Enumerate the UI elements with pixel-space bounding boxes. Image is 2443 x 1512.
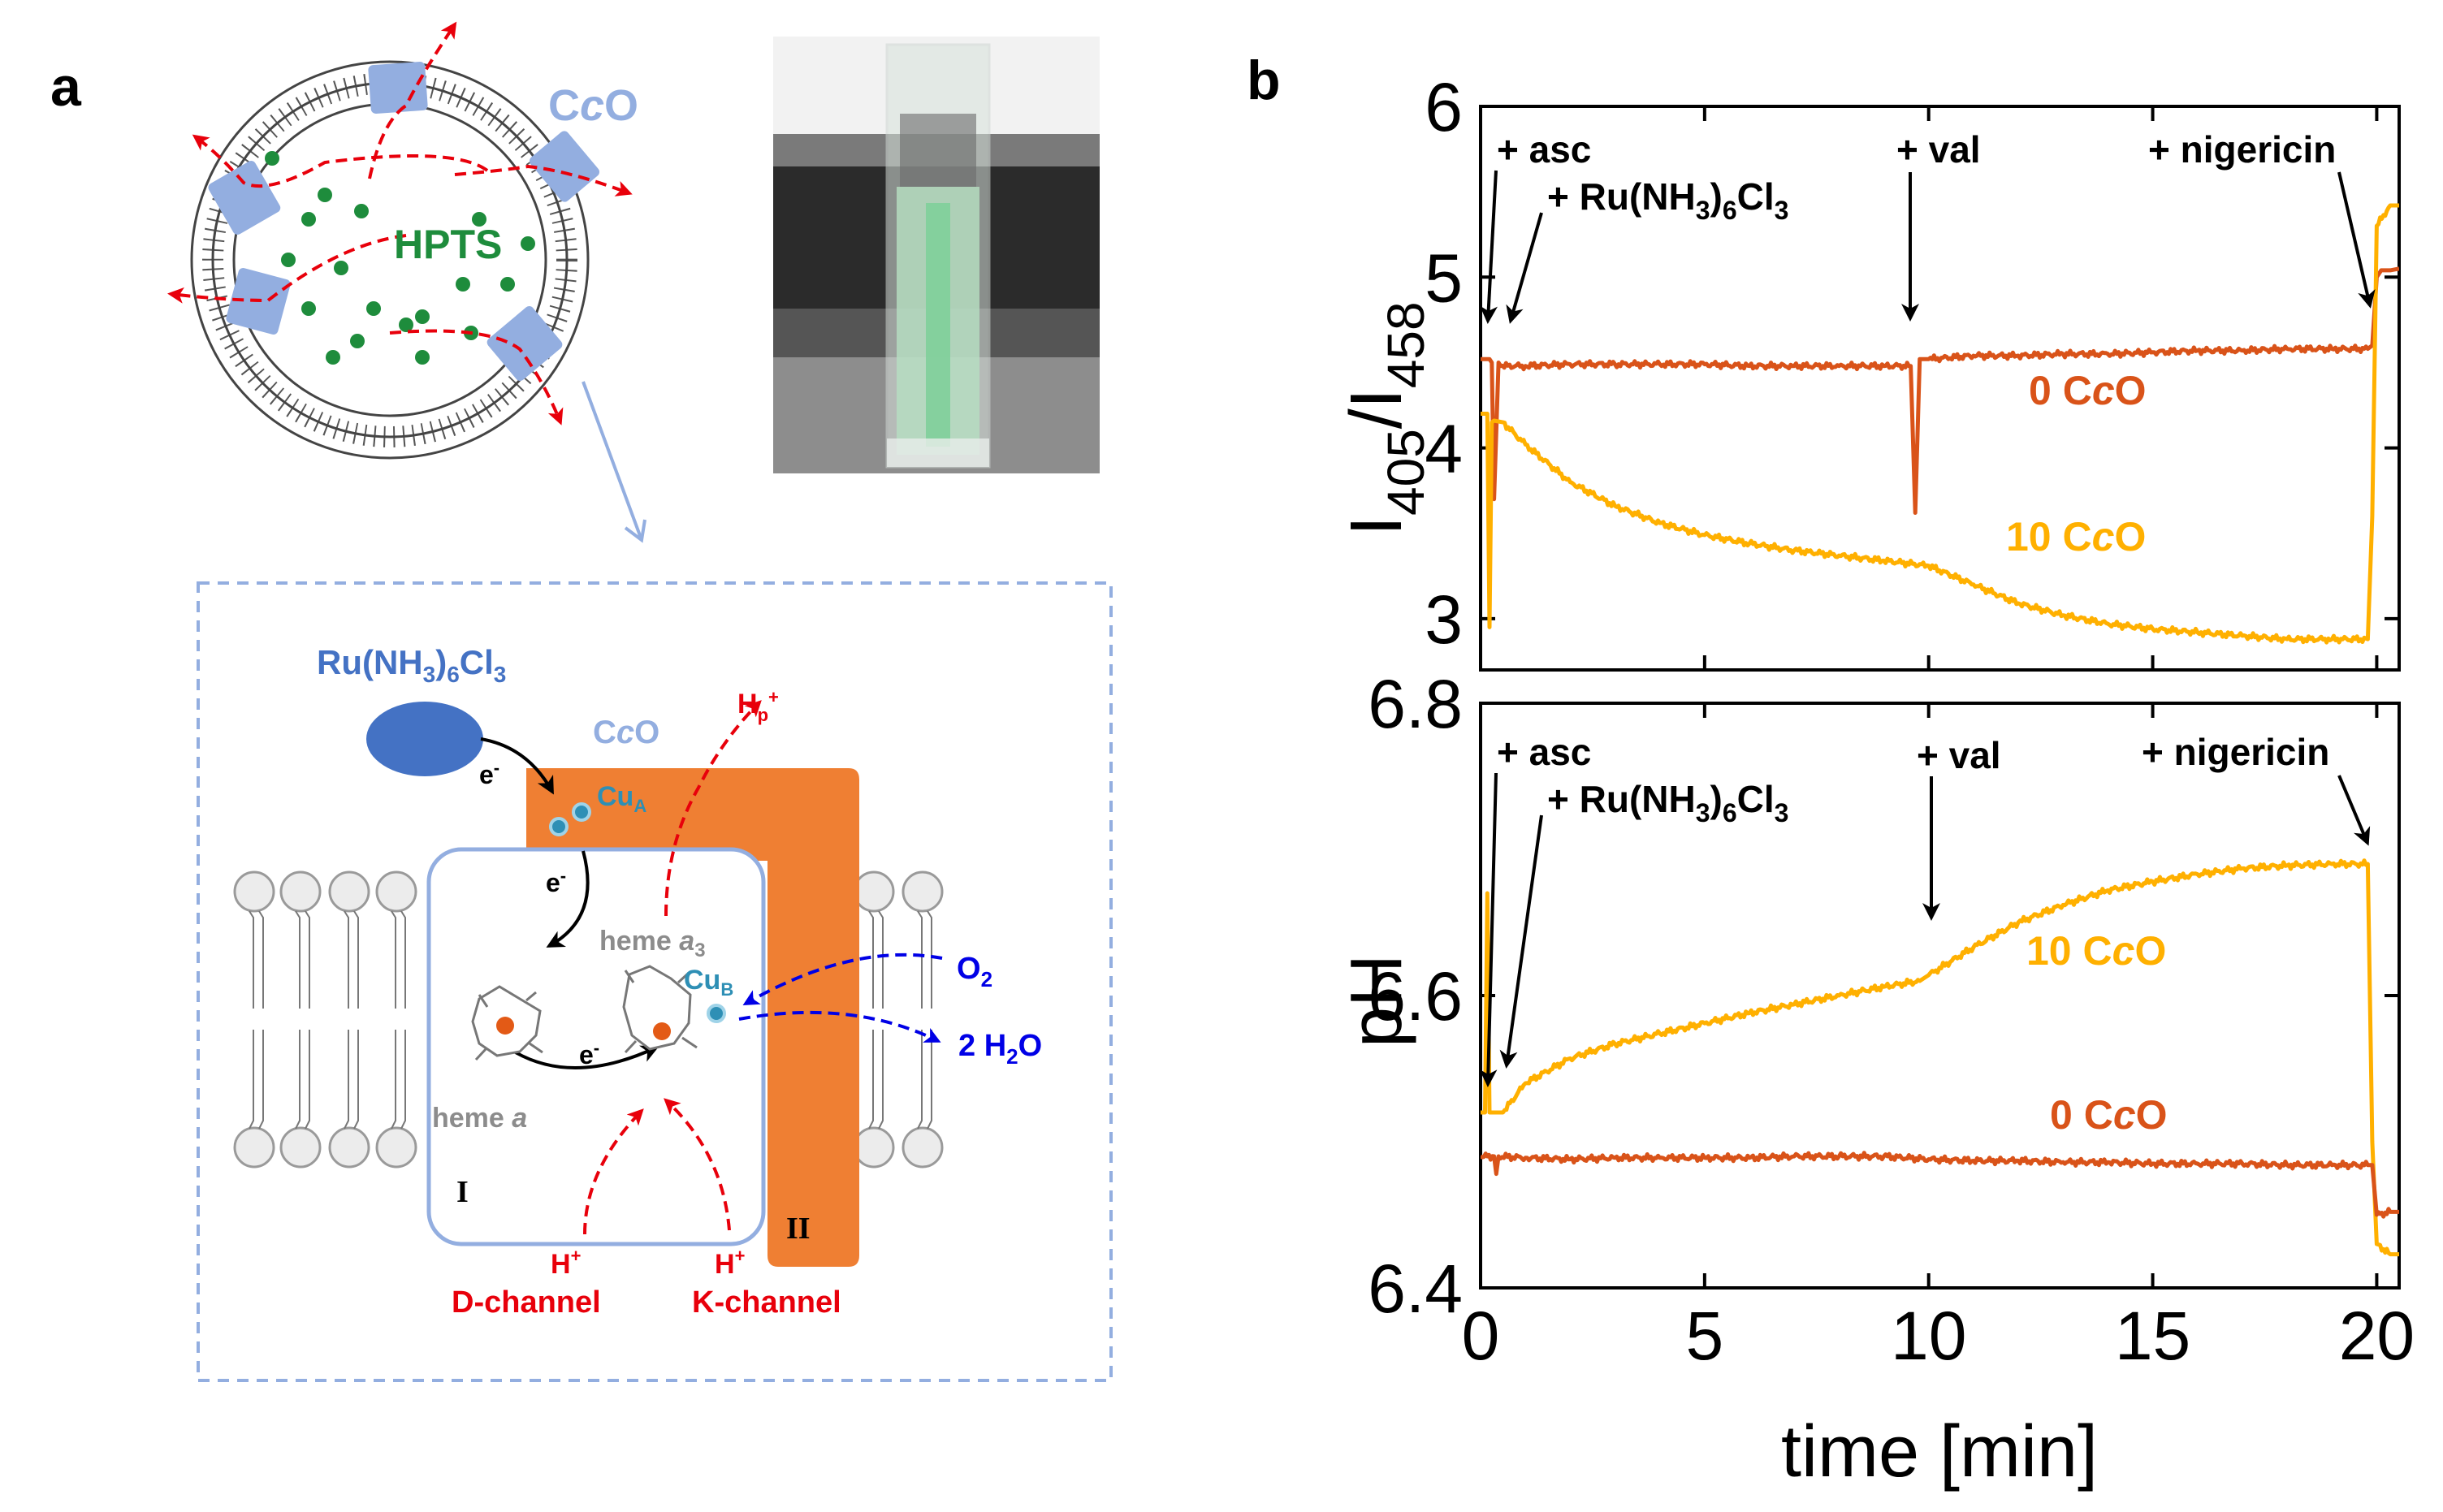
xtick-label: 5 [1685,1298,1723,1374]
xtick-label: 20 [2339,1298,2415,1374]
top-asc-label: + asc [1497,128,1591,171]
hpts-dot [521,236,535,251]
hpts-dot [354,204,369,218]
d-channel-proton: H+ [551,1246,581,1280]
hpts-dot [281,253,296,267]
pumped-proton-label: Hp+ [737,687,779,725]
subunit-II-label: II [786,1212,811,1246]
top-val-label: + val [1896,128,1981,171]
top-label-10cco: 10 CcO [2006,514,2146,559]
series-line [1481,1151,2399,1219]
ytick-label: 6.6 [1368,958,1463,1035]
hpts-dot [326,350,340,365]
ytick-label: 6 [1425,69,1463,145]
heme-a3-icon [622,965,698,1054]
subunit-II [526,768,859,1267]
ytick-label: 3 [1425,581,1463,658]
hpts-dot [456,277,470,292]
series-line [1481,203,2399,645]
hpts-dot [399,318,413,332]
bottom-nigericin-label: + nigericin [2142,731,2329,773]
heme-a3-label: heme a3 [599,926,706,961]
panel-b-label: b [1247,50,1281,111]
hpts-dot [265,151,279,166]
bottom-plot: 6.4 6.6 6.8 0 5 10 15 20 pH time [min] 10 CcO 0… [1336,666,2415,1493]
lipid-bilayer [233,870,944,1169]
top-ylabel: I405/I458 [1336,301,1435,536]
ytick-label: 5 [1425,240,1463,316]
bottom-label-0cco: 0 CcO [2050,1092,2168,1138]
series-line [1481,266,2399,515]
hpts-dot [472,212,486,227]
subunit-I-label: I [456,1175,469,1209]
cua-label: CuA [597,781,646,816]
top-label-0cco: 0 CcO [2029,368,2147,413]
hpts-dot [415,309,430,324]
vesicle-cco-label: CcO [548,81,638,130]
subunit-I [426,847,766,1246]
hpts-dot [500,277,515,292]
xtick-label: 0 [1462,1298,1500,1374]
hpts-dot [318,188,332,202]
hpts-dye-dots [265,151,535,365]
xtick-label: 10 [1891,1298,1966,1374]
hpts-dot [415,350,430,365]
k-channel-label: K-channel [692,1285,841,1320]
d-channel-label: D-channel [452,1285,601,1320]
hpts-dot [350,334,365,348]
bottom-val-label: + val [1917,734,2001,776]
top-plot: 3 4 5 6 I405/I458 0 CcO 10 CcO + asc + Ru(N… [1336,69,2401,672]
cub-label: CuB [684,965,733,1000]
heme-a-label: heme a [432,1103,527,1134]
top-ru-label: + Ru(NH3)6Cl3 [1547,175,1788,225]
hpts-label: HPTS [394,222,502,267]
hpts-dot [301,301,316,316]
panel-a-label: a [50,56,82,118]
bottom-asc-label: + asc [1497,731,1591,773]
ru-mediator [366,702,483,776]
vesicle: CcO HPTS [167,21,638,460]
bottom-label-10cco: 10 CcO [2026,928,2166,974]
ru-mediator-label: Ru(NH3)6Cl3 [317,643,506,687]
diagram-cco-label: CcO [593,715,659,750]
cuvette-photo [773,37,1100,473]
electron-label-3: e- [579,1038,599,1069]
bottom-ylabel: pH [1336,954,1417,1048]
ytick-label: 4 [1425,411,1463,487]
bottom-ru-label: + Ru(NH3)6Cl3 [1547,778,1788,827]
ytick-label: 6.8 [1368,666,1463,742]
xtick-label: 15 [2115,1298,2190,1374]
water-label: 2 H2O [958,1029,1042,1069]
hpts-dot [334,261,348,275]
electron-label-2: e- [546,866,566,897]
k-channel-proton: H+ [715,1246,745,1280]
hpts-dot [301,212,316,227]
zoom-box [197,581,1113,1382]
series-line [1481,858,2399,1257]
oxygen-label: O2 [957,952,992,991]
hpts-dot [366,301,381,316]
top-nigericin-label: + nigericin [2148,128,2336,171]
electron-label-1: e- [479,758,499,789]
ytick-label: 6.4 [1368,1251,1463,1327]
bottom-xlabel: time [min] [1781,1411,2098,1493]
